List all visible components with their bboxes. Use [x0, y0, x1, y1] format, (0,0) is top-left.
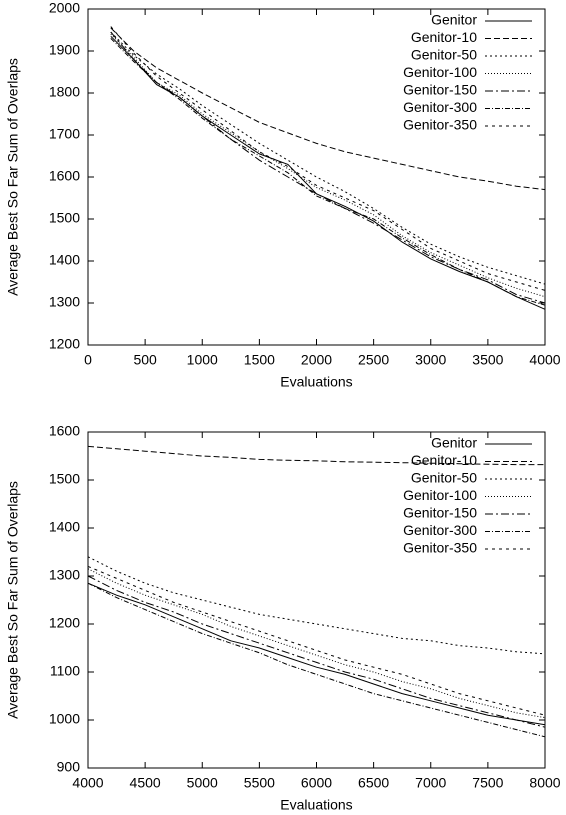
y-tick-label: 1600 [49, 168, 80, 184]
series-line [87, 582, 546, 726]
series-line [87, 568, 546, 719]
y-tick-label: 1000 [49, 711, 80, 727]
legend-label: Genitor-350 [403, 117, 477, 133]
x-tick-label: 3500 [472, 352, 503, 368]
x-axis-label: Evaluations [280, 797, 352, 813]
legend-label: Genitor [431, 12, 477, 28]
series-line [110, 31, 546, 285]
x-tick-label: 500 [133, 352, 157, 368]
series-line [87, 556, 546, 655]
x-tick-label: 3000 [415, 352, 446, 368]
y-tick-label: 1500 [49, 471, 80, 487]
x-tick-label: 6500 [358, 775, 389, 791]
x-tick-label: 4000 [529, 352, 560, 368]
y-tick-label: 1300 [49, 294, 80, 310]
x-tick-label: 6000 [301, 775, 332, 791]
legend-label: Genitor-50 [411, 470, 477, 486]
y-axis-label: Average Best So Far Sum of Overlaps [5, 58, 21, 296]
y-tick-label: 1400 [49, 252, 80, 268]
y-tick-label: 1200 [49, 336, 80, 352]
series-line [110, 35, 546, 310]
y-tick-label: 900 [57, 759, 81, 775]
x-tick-label: 1500 [244, 352, 275, 368]
x-tick-label: 8000 [529, 775, 560, 791]
legend-label: Genitor [431, 435, 477, 451]
legend-label: Genitor-300 [403, 99, 477, 115]
y-tick-label: 1700 [49, 126, 80, 142]
y-axis-label: Average Best So Far Sum of Overlaps [5, 481, 21, 719]
x-tick-label: 2500 [358, 352, 389, 368]
x-tick-label: 7500 [472, 775, 503, 791]
x-tick-label: 1000 [187, 352, 218, 368]
legend-label: Genitor-100 [403, 487, 477, 503]
x-axis-label: Evaluations [280, 374, 352, 390]
x-tick-label: 5000 [187, 775, 218, 791]
plot-frame [87, 8, 546, 346]
series-line [110, 26, 546, 291]
series-line [87, 445, 545, 466]
series-line [110, 31, 546, 304]
y-tick-label: 1400 [49, 519, 80, 535]
chart: 1200 1300 1400 1500 1600 1700 1800 1900 2000 0 500… [5, 0, 561, 390]
legend-label: Genitor-50 [411, 47, 477, 63]
y-tick-label: 1800 [49, 84, 80, 100]
series-line [110, 27, 546, 191]
y-tick-label: 1100 [50, 663, 80, 679]
chart: 900 1000 1100 1200 1300 1400 1500 1600 4000 4500 5… [5, 423, 561, 813]
x-tick-label: 2000 [301, 352, 332, 368]
series-line [87, 575, 546, 728]
x-tick-label: 0 [84, 352, 92, 368]
plot-frame [87, 431, 546, 769]
legend-label: Genitor-150 [403, 505, 477, 521]
series-line [110, 33, 546, 298]
series-line [87, 565, 546, 716]
y-tick-label: 2000 [49, 0, 80, 16]
y-tick-label: 1300 [49, 567, 80, 583]
x-tick-label: 7000 [415, 775, 446, 791]
y-tick-label: 1900 [49, 42, 80, 58]
legend-label: Genitor-300 [403, 522, 477, 538]
legend-label: Genitor-100 [403, 64, 477, 80]
y-tick-label: 1500 [49, 210, 80, 226]
legend-label: Genitor-10 [411, 29, 477, 45]
legend-label: Genitor-150 [403, 82, 477, 98]
x-tick-label: 5500 [244, 775, 275, 791]
legend-label: Genitor-350 [403, 540, 477, 556]
x-tick-label: 4500 [130, 775, 161, 791]
series-line [87, 582, 546, 738]
x-tick-label: 4000 [72, 775, 103, 791]
y-tick-label: 1600 [49, 423, 80, 439]
series-line [110, 38, 546, 306]
y-tick-label: 1200 [49, 615, 80, 631]
legend-label: Genitor-10 [411, 452, 477, 468]
